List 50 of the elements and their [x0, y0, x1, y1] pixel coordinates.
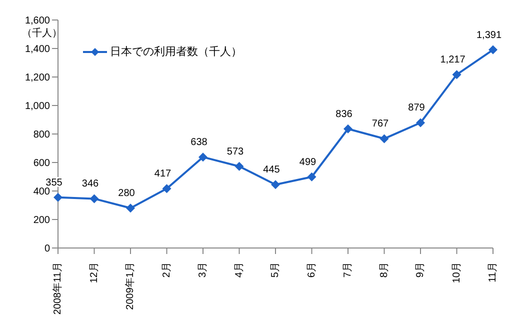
data-label: 280 [118, 188, 136, 200]
x-tick-label: 10月 [451, 262, 462, 284]
point [380, 134, 389, 144]
y-tick-label: 1,200 [24, 72, 50, 84]
data-label: 1,391 [476, 30, 502, 41]
x-tick-label: 2009年1月 [124, 262, 136, 310]
y-tick-label: 1,000 [24, 101, 50, 112]
data-label: 767 [372, 118, 390, 130]
data-label: 879 [408, 102, 426, 114]
data-label: 355 [46, 177, 63, 188]
y-tick-label: 600 [33, 158, 50, 170]
x-tick-label: 11月 [488, 262, 498, 282]
point [452, 70, 462, 80]
y-axis-title: （千人） [22, 26, 62, 40]
x-tick-label: 2008年11月 [52, 262, 64, 315]
y-tick-label: 200 [33, 215, 50, 226]
point [126, 204, 135, 213]
data-label: 1,217 [440, 54, 466, 66]
point [162, 184, 172, 194]
point [271, 180, 280, 190]
point [488, 45, 498, 54]
data-label: 346 [82, 178, 100, 190]
data-label: 417 [154, 168, 172, 180]
legend-label: 日本での利用者数（千人） [110, 45, 242, 59]
point [416, 118, 425, 128]
data-label: 445 [263, 164, 280, 176]
point [344, 124, 352, 134]
y-tick-label: 1,400 [24, 44, 50, 56]
x-tick-label: 5月 [270, 262, 281, 278]
point [90, 194, 99, 204]
point [198, 152, 208, 162]
data-label: 499 [299, 156, 317, 168]
point [234, 162, 244, 171]
x-tick-label: 12月 [88, 262, 100, 284]
point [54, 192, 62, 202]
x-tick-label: 9月 [415, 262, 426, 278]
x-tick-label: 3月 [198, 262, 208, 278]
y-tick-label: 1,600 [24, 16, 50, 27]
y-tick-label: 0 [44, 244, 50, 255]
data-label: 573 [226, 146, 244, 158]
y-tick-label: 800 [33, 130, 50, 141]
y-tick-label: 400 [33, 186, 50, 198]
data-label: 638 [190, 137, 208, 148]
x-tick-label: 4月 [234, 262, 245, 278]
point [307, 172, 316, 182]
data-label: 836 [336, 108, 353, 120]
x-tick-label: 6月 [306, 262, 318, 278]
x-tick-label: 7月 [342, 262, 354, 278]
x-tick-label: 2月 [161, 262, 172, 278]
x-tick-label: 8月 [378, 262, 390, 278]
